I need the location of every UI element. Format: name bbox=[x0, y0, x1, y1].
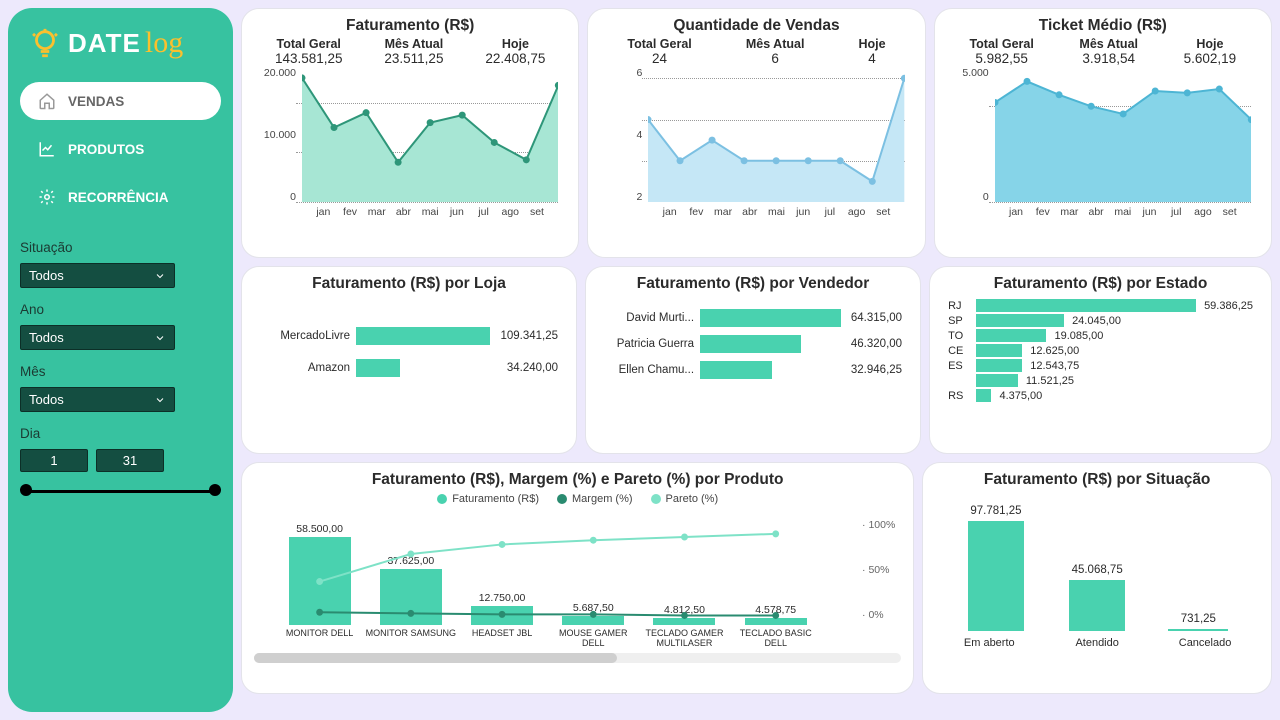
kpi-value: 23.511,25 bbox=[384, 51, 443, 66]
nav-vendas-label: VENDAS bbox=[68, 94, 124, 109]
filter-situacao-value: Todos bbox=[29, 268, 64, 283]
sidebar: DATE log VENDAS PRODUTOS RECORRÊNCIA Sit… bbox=[8, 8, 233, 712]
legend-c: Pareto (%) bbox=[666, 493, 719, 505]
kpi-value: 22.408,75 bbox=[485, 51, 545, 66]
bulb-icon bbox=[28, 26, 62, 60]
filter-dia-label: Dia bbox=[20, 426, 221, 441]
produto-legend: Faturamento (R$) Margem (%) Pareto (%) bbox=[254, 493, 901, 505]
kpi-label: Mês Atual bbox=[1079, 37, 1138, 51]
filter-mes-label: Mês bbox=[20, 364, 221, 379]
kpi-value: 6 bbox=[746, 51, 805, 66]
kpi-label: Total Geral bbox=[627, 37, 691, 51]
ticket-title: Ticket Médio (R$) bbox=[947, 17, 1259, 35]
nav-produtos[interactable]: PRODUTOS bbox=[20, 130, 221, 168]
kpi-value: 143.581,25 bbox=[275, 51, 343, 66]
vendas-chart: 642 janfevmarabrmaijunjulagoset bbox=[600, 68, 912, 218]
legend-a: Faturamento (R$) bbox=[452, 493, 539, 505]
card-produto: Faturamento (R$), Margem (%) e Pareto (%… bbox=[241, 462, 914, 694]
filter-situacao-label: Situação bbox=[20, 240, 221, 255]
chevron-down-icon bbox=[154, 270, 166, 282]
situacao-title: Faturamento (R$) por Situação bbox=[935, 471, 1259, 489]
kpi-label: Hoje bbox=[1184, 37, 1237, 51]
filter-ano-value: Todos bbox=[29, 330, 64, 345]
produto-scrollbar[interactable] bbox=[254, 653, 901, 663]
logo-text-2: log bbox=[145, 26, 183, 60]
kpi-value: 5.602,19 bbox=[1184, 51, 1237, 66]
gear-icon bbox=[38, 188, 56, 206]
chevron-down-icon bbox=[154, 394, 166, 406]
estado-title: Faturamento (R$) por Estado bbox=[942, 275, 1259, 293]
vendas-title: Quantidade de Vendas bbox=[600, 17, 912, 35]
card-vendas: Quantidade de Vendas Total Geral24 Mês A… bbox=[587, 8, 925, 258]
faturamento-title: Faturamento (R$) bbox=[254, 17, 566, 35]
home-icon bbox=[38, 92, 56, 110]
card-estado: Faturamento (R$) por Estado RJ59.386,25S… bbox=[929, 266, 1272, 454]
card-situacao: Faturamento (R$) por Situação 97.781,254… bbox=[922, 462, 1272, 694]
chevron-down-icon bbox=[154, 332, 166, 344]
filters: Situação Todos Ano Todos Mês Todos Dia 1… bbox=[20, 234, 221, 500]
kpi-label: Hoje bbox=[485, 37, 545, 51]
nav-recorrencia-label: RECORRÊNCIA bbox=[68, 190, 169, 205]
filter-ano-label: Ano bbox=[20, 302, 221, 317]
ticket-chart: 5.0000 janfevmarabrmaijunjulagoset bbox=[947, 68, 1259, 218]
kpi-label: Total Geral bbox=[969, 37, 1033, 51]
card-vendedor: Faturamento (R$) por Vendedor David Murt… bbox=[585, 266, 921, 454]
kpi-value: 5.982,55 bbox=[969, 51, 1033, 66]
chart-line-icon bbox=[38, 140, 56, 158]
produto-chart: 58.500,0037.625,0012.750,005.687,504.812… bbox=[254, 509, 901, 649]
filter-dia-to[interactable]: 31 bbox=[96, 449, 164, 472]
nav: VENDAS PRODUTOS RECORRÊNCIA bbox=[20, 82, 221, 216]
kpi-value: 24 bbox=[627, 51, 691, 66]
nav-produtos-label: PRODUTOS bbox=[68, 142, 144, 157]
filter-dia-slider[interactable] bbox=[20, 482, 221, 500]
main: Faturamento (R$) Total Geral143.581,25 M… bbox=[241, 8, 1272, 712]
kpi-value: 3.918,54 bbox=[1079, 51, 1138, 66]
kpi-label: Hoje bbox=[859, 37, 886, 51]
filter-mes-value: Todos bbox=[29, 392, 64, 407]
faturamento-chart: 20.00010.0000 janfevmarabrmaijunjulagose… bbox=[254, 68, 566, 218]
vendedor-title: Faturamento (R$) por Vendedor bbox=[598, 275, 908, 293]
filter-dia-from[interactable]: 1 bbox=[20, 449, 88, 472]
loja-title: Faturamento (R$) por Loja bbox=[254, 275, 564, 293]
card-ticket: Ticket Médio (R$) Total Geral5.982,55 Mê… bbox=[934, 8, 1272, 258]
logo-text-1: DATE bbox=[68, 28, 141, 59]
logo: DATE log bbox=[20, 22, 221, 72]
nav-vendas[interactable]: VENDAS bbox=[20, 82, 221, 120]
filter-mes-select[interactable]: Todos bbox=[20, 387, 175, 412]
legend-b: Margem (%) bbox=[572, 493, 633, 505]
produto-title: Faturamento (R$), Margem (%) e Pareto (%… bbox=[254, 471, 901, 489]
filter-ano-select[interactable]: Todos bbox=[20, 325, 175, 350]
kpi-label: Mês Atual bbox=[384, 37, 443, 51]
nav-recorrencia[interactable]: RECORRÊNCIA bbox=[20, 178, 221, 216]
kpi-value: 4 bbox=[859, 51, 886, 66]
card-faturamento: Faturamento (R$) Total Geral143.581,25 M… bbox=[241, 8, 579, 258]
card-loja: Faturamento (R$) por Loja MercadoLivre10… bbox=[241, 266, 577, 454]
kpi-label: Mês Atual bbox=[746, 37, 805, 51]
situacao-chart: 97.781,2545.068,75731,25 bbox=[935, 491, 1259, 631]
kpi-label: Total Geral bbox=[275, 37, 343, 51]
filter-situacao-select[interactable]: Todos bbox=[20, 263, 175, 288]
